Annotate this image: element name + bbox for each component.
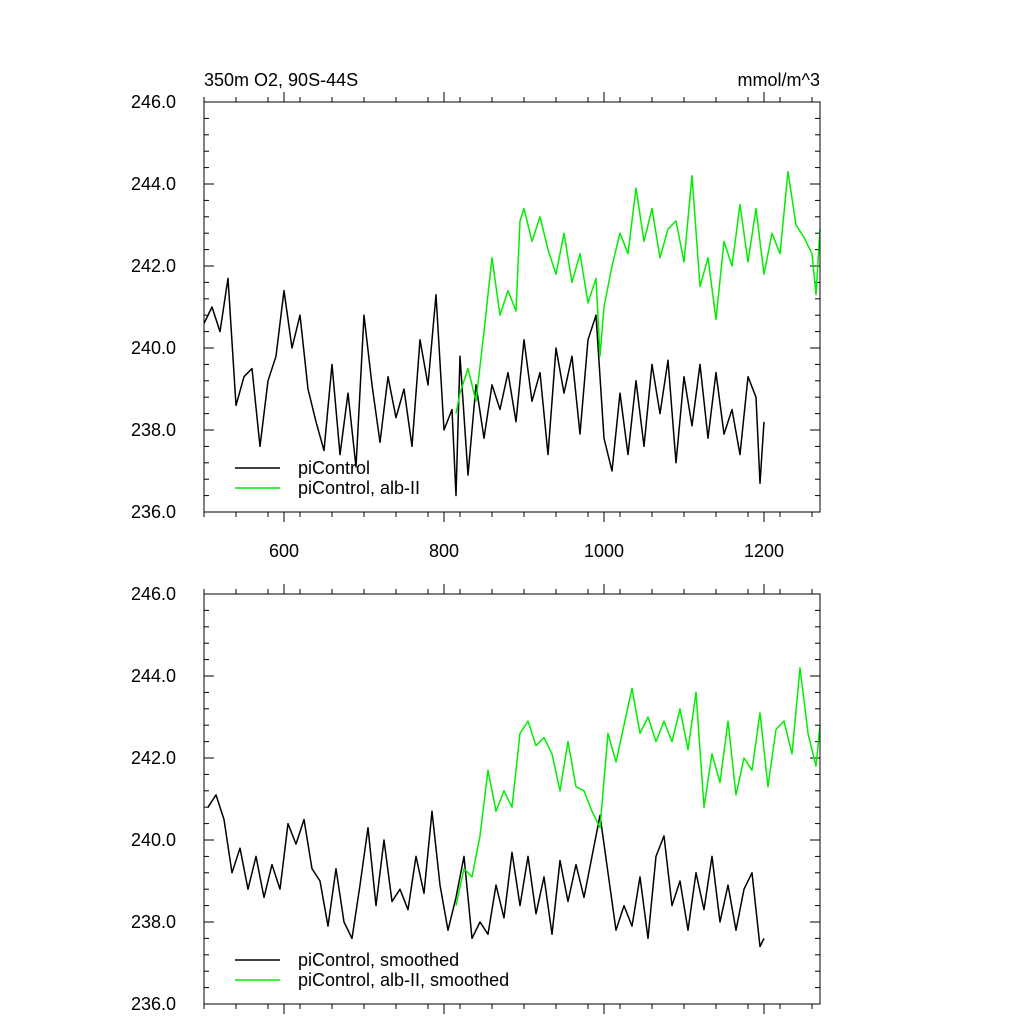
top-panel-title-left: 350m O2, 90S-44S xyxy=(204,70,358,90)
y-tick-label: 242.0 xyxy=(131,256,176,276)
series-line-1 xyxy=(455,667,821,906)
x-tick-label: 1000 xyxy=(584,541,624,561)
series-line-0 xyxy=(203,277,765,497)
x-tick-label: 600 xyxy=(269,541,299,561)
series-line-0 xyxy=(207,794,765,948)
y-tick-label: 244.0 xyxy=(131,666,176,686)
bottom-panel: 236.0 238.0 240.0 242.0 244.0 246.0 piControl… xyxy=(131,584,821,1014)
legend-label: piControl, smoothed xyxy=(298,950,459,970)
y-tick-label: 236.0 xyxy=(131,502,176,522)
series-line-1 xyxy=(455,170,821,414)
y-tick-label: 240.0 xyxy=(131,830,176,850)
y-tick-label: 238.0 xyxy=(131,912,176,932)
y-tick-label: 242.0 xyxy=(131,748,176,768)
top-panel-title-right: mmol/m^3 xyxy=(738,70,820,90)
bottom-panel-frame xyxy=(203,593,821,1005)
y-tick-label: 240.0 xyxy=(131,338,176,358)
legend-label: piControl, alb-II xyxy=(298,478,420,498)
legend-label: piControl xyxy=(298,458,370,478)
y-tick-label: 246.0 xyxy=(131,92,176,112)
legend-label: piControl, alb-II, smoothed xyxy=(298,970,509,990)
top-panel-frame xyxy=(203,101,821,513)
y-tick-label: 246.0 xyxy=(131,584,176,604)
y-tick-label: 244.0 xyxy=(131,174,176,194)
top-panel: 350m O2, 90S-44S mmol/m^3 236.0 238.0 240.… xyxy=(131,70,821,561)
x-tick-label: 1200 xyxy=(744,541,784,561)
y-tick-label: 238.0 xyxy=(131,420,176,440)
x-tick-label: 800 xyxy=(429,541,459,561)
y-tick-label: 236.0 xyxy=(131,994,176,1014)
